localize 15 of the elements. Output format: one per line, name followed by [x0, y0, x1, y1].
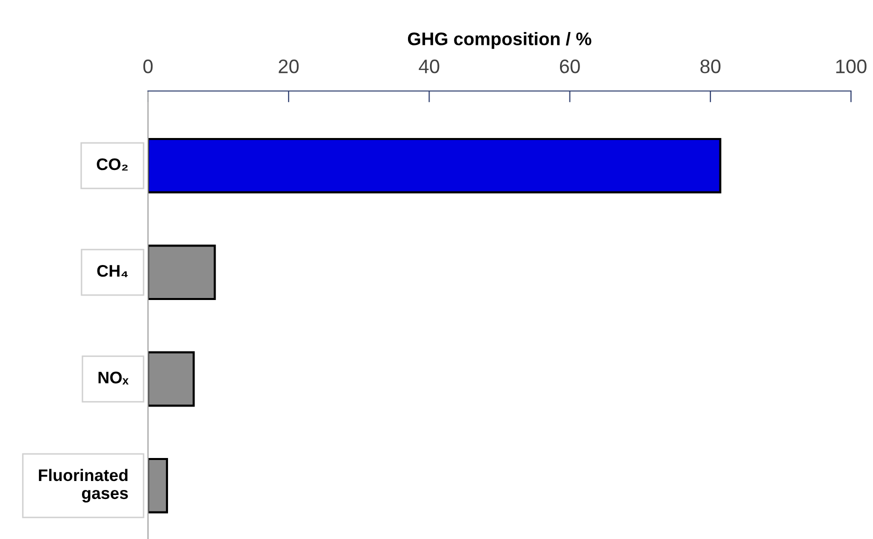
x-tick-label: 60 [560, 60, 580, 74]
bar [148, 244, 216, 300]
y-tick-label: CH₄ [97, 265, 128, 278]
y-tick-label: CO₂ [96, 158, 128, 170]
x-axis-title: GHG composition / % [408, 32, 592, 49]
y-tick-label: Fluorinated gases [38, 468, 128, 502]
x-tick-label: 0 [143, 60, 153, 74]
x-tick-label: 80 [700, 60, 720, 74]
bar [148, 458, 168, 514]
x-tick-label: 100 [836, 60, 866, 74]
x-tick-label: 40 [418, 60, 440, 74]
bar [148, 138, 722, 194]
y-tick-label: NOₓ [98, 372, 129, 384]
x-tick-label: 20 [278, 60, 299, 74]
bar [148, 351, 195, 407]
